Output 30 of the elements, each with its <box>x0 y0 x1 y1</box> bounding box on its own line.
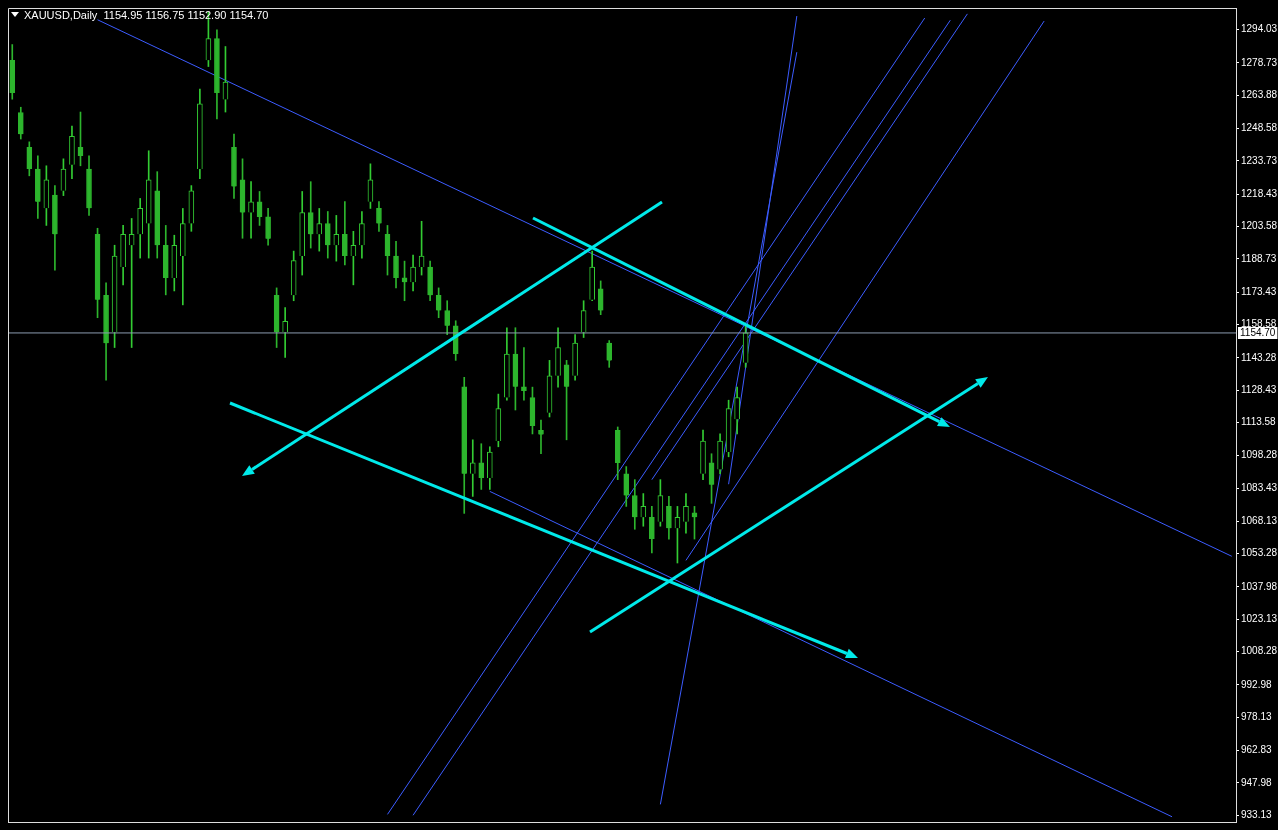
y-tick-label: 1008.28 <box>1241 645 1278 657</box>
y-tick-label: 1188.73 <box>1241 252 1277 264</box>
y-tick-label: 1083.43 <box>1241 481 1278 493</box>
y-tick-label: 1068.13 <box>1241 515 1278 527</box>
ref-line-label: 1154.70 <box>1240 326 1276 338</box>
y-tick-label: 1263.88 <box>1241 89 1278 101</box>
y-tick-label: 933.13 <box>1241 808 1273 820</box>
y-tick-label: 1128.43 <box>1241 383 1277 395</box>
y-tick-label: 978.13 <box>1241 711 1273 722</box>
y-tick-label: 1037.98 <box>1241 580 1278 592</box>
y-tick-label: 1023.13 <box>1241 613 1278 625</box>
y-tick-label: 1098.28 <box>1241 449 1278 461</box>
candlestick <box>538 419 544 455</box>
y-tick-label: 1203.58 <box>1241 220 1278 232</box>
y-tick-label: 947.98 <box>1241 776 1273 788</box>
y-tick-label: 1113.58 <box>1241 416 1277 428</box>
y-tick-label: 992.98 <box>1241 678 1273 690</box>
y-tick-label: 1248.58 <box>1241 122 1278 134</box>
y-tick-label: 1173.43 <box>1241 285 1277 297</box>
candlestick <box>282 307 288 358</box>
candlestick <box>521 347 527 401</box>
candlestick <box>248 181 254 239</box>
y-tick-label: 1294.03 <box>1241 23 1278 35</box>
candlestick <box>469 439 476 497</box>
y-tick-label: 962.83 <box>1241 744 1273 756</box>
y-tick-label: 1233.73 <box>1241 154 1278 166</box>
y-tick-label: 1218.43 <box>1241 187 1278 199</box>
y-tick-label: 1278.73 <box>1241 56 1278 68</box>
y-tick-label: 1053.28 <box>1241 547 1278 559</box>
y-tick-label: 1143.28 <box>1241 351 1277 363</box>
